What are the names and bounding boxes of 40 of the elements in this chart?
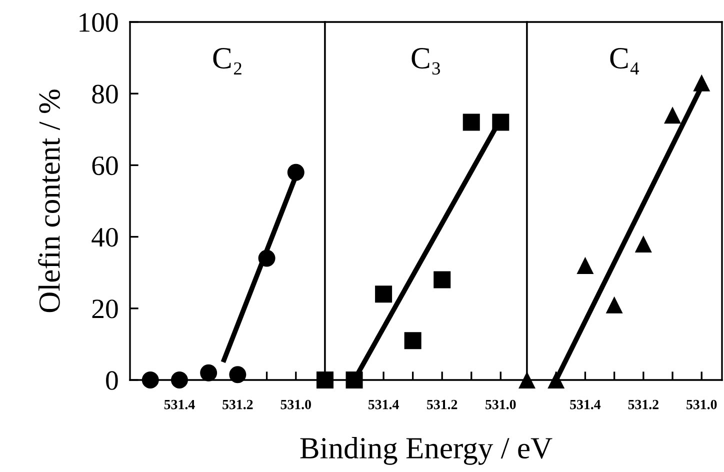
text: C₄ bbox=[610, 48, 639, 74]
y-axis-title: Olefin content / % bbox=[38, 90, 60, 312]
point bbox=[375, 286, 392, 303]
y-tick-label: 0 bbox=[106, 371, 118, 390]
point bbox=[287, 164, 304, 181]
x-tick-label: 531.0 bbox=[280, 400, 311, 410]
y-tick-label: 60 bbox=[92, 156, 118, 176]
point bbox=[200, 364, 218, 382]
point bbox=[170, 371, 188, 389]
x-tick-label: 531.0 bbox=[486, 400, 516, 410]
point bbox=[693, 74, 710, 92]
y-tick-label: 80 bbox=[92, 84, 118, 104]
x-tick-label: 531.2 bbox=[427, 400, 458, 410]
text: C₃ bbox=[412, 48, 440, 75]
point bbox=[229, 366, 246, 384]
text: C₂ bbox=[213, 48, 242, 74]
x-tick-label: 531.4 bbox=[570, 400, 601, 410]
x-tick-label: 531.2 bbox=[628, 400, 658, 410]
y-tick-label: 20 bbox=[92, 300, 118, 318]
y-tick-label: 100 bbox=[80, 13, 118, 32]
point bbox=[606, 296, 623, 314]
point bbox=[518, 371, 536, 389]
x-tick-label: 531.2 bbox=[222, 400, 253, 410]
point bbox=[462, 114, 480, 131]
point bbox=[664, 106, 682, 124]
point bbox=[548, 371, 565, 389]
point bbox=[576, 256, 594, 274]
point bbox=[434, 271, 451, 288]
x-tick-label: 531.4 bbox=[164, 400, 195, 410]
point bbox=[492, 114, 510, 131]
point bbox=[316, 371, 334, 389]
x-tick-label: 531.0 bbox=[686, 400, 717, 410]
point bbox=[142, 371, 159, 389]
point bbox=[346, 371, 363, 389]
point bbox=[258, 250, 276, 267]
x-tick-label: 531.4 bbox=[368, 400, 399, 410]
y-tick-label: 40 bbox=[92, 228, 118, 247]
point bbox=[634, 235, 652, 252]
x-axis-title: Binding Energy / eV bbox=[300, 437, 552, 465]
point bbox=[404, 332, 422, 350]
